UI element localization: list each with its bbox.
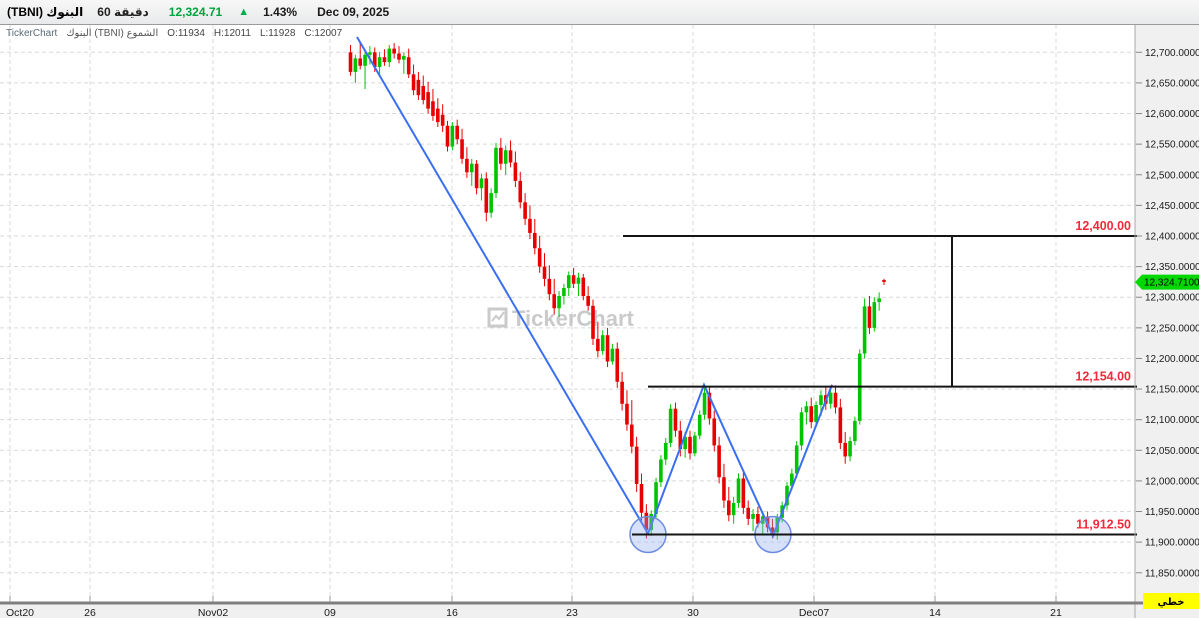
- ohlc-low: L:11928: [259, 28, 296, 39]
- svg-text:Oct20: Oct20: [6, 607, 34, 618]
- last-price-badge: 12,324.7100: [1135, 274, 1199, 290]
- svg-text:Dec07: Dec07: [799, 607, 830, 618]
- svg-text:12,300.0000: 12,300.0000: [1145, 293, 1199, 304]
- level-label: 11,912.50: [1076, 517, 1131, 531]
- svg-text:12,050.0000: 12,050.0000: [1145, 446, 1199, 457]
- plot-background: [0, 25, 1135, 603]
- svg-text:12,150.0000: 12,150.0000: [1145, 385, 1199, 396]
- scale-mode-badge[interactable]: خطي: [1143, 593, 1199, 609]
- chart-title-row: TickerChart الشموع (TBNI) البنوك O:11934…: [6, 28, 342, 39]
- svg-text:12,650.0000: 12,650.0000: [1145, 78, 1199, 89]
- up-arrow-icon: ▲: [238, 6, 250, 18]
- svg-text:12,700.0000: 12,700.0000: [1145, 48, 1199, 59]
- svg-text:12,600.0000: 12,600.0000: [1145, 109, 1199, 120]
- svg-text:11,900.0000: 11,900.0000: [1145, 538, 1199, 549]
- svg-text:12,550.0000: 12,550.0000: [1145, 140, 1199, 151]
- y-axis: 12,700.0000 12,650.0000 12,600.0000 12,550.…: [1134, 25, 1199, 618]
- ohlc-open: O:11934: [167, 28, 205, 39]
- gridlines: [0, 25, 1135, 603]
- level-label: 12,154.00: [1075, 370, 1131, 384]
- svg-text:12,324.7100: 12,324.7100: [1144, 278, 1199, 289]
- svg-text:12,350.0000: 12,350.0000: [1145, 262, 1199, 273]
- svg-text:12,450.0000: 12,450.0000: [1145, 201, 1199, 212]
- tickerchart-watermark: TickerChart: [487, 306, 635, 331]
- svg-text:TickerChart: TickerChart: [512, 306, 635, 331]
- svg-text:30: 30: [687, 607, 699, 618]
- price-chart-canvas[interactable]: TickerChart12,400.0012,154.0011,912.5012…: [0, 25, 1199, 618]
- svg-text:12,250.0000: 12,250.0000: [1145, 323, 1199, 334]
- svg-text:12,000.0000: 12,000.0000: [1145, 476, 1199, 487]
- x-axis-panel: [0, 603, 1135, 618]
- ohlc-close: C:12007: [304, 28, 343, 39]
- svg-text:12,400.0000: 12,400.0000: [1145, 231, 1199, 242]
- chart-area[interactable]: TickerChart 12,400.00 12,154.00 11,912.50 12…: [0, 25, 1199, 618]
- svg-text:14: 14: [929, 607, 941, 618]
- svg-text:Nov02: Nov02: [198, 607, 229, 618]
- svg-text:21: 21: [1050, 607, 1062, 618]
- svg-text:12,500.0000: 12,500.0000: [1145, 170, 1199, 181]
- svg-text:11,950.0000: 11,950.0000: [1145, 507, 1199, 518]
- svg-text:26: 26: [84, 607, 96, 618]
- instrument-title: الشموع (TBNI) البنوك: [66, 28, 159, 39]
- platform-name: TickerChart: [6, 28, 58, 39]
- timeframe-label: 60 دقيقة: [97, 5, 149, 19]
- svg-text:09: 09: [324, 607, 336, 618]
- svg-text:16: 16: [446, 607, 458, 618]
- y-axis-panel: [1135, 25, 1199, 618]
- price-levels[interactable]: 12,400.00 12,154.00 11,912.50: [623, 219, 1137, 536]
- svg-text:23: 23: [566, 607, 578, 618]
- x-axis: Oct20 26 Nov02 09 16 23 30 Dec07 14 21: [0, 596, 1199, 618]
- svg-text:12,100.0000: 12,100.0000: [1145, 415, 1199, 426]
- symbol-name: البنوك (TBNI): [7, 5, 84, 19]
- change-percent: 1.43%: [263, 5, 298, 19]
- svg-text:11,850.0000: 11,850.0000: [1145, 568, 1199, 579]
- quote-date: Dec 09, 2025: [317, 5, 390, 19]
- svg-text:خطي: خطي: [1157, 597, 1184, 608]
- svg-text:12,200.0000: 12,200.0000: [1145, 354, 1199, 365]
- level-label: 12,400.00: [1075, 219, 1131, 233]
- ohlc-high: H:12011: [213, 28, 251, 39]
- top-info-bar: البنوك (TBNI) 60 دقيقة 12,324.71 ▲ 1.43%…: [0, 0, 1199, 25]
- last-price: 12,324.71: [168, 5, 223, 19]
